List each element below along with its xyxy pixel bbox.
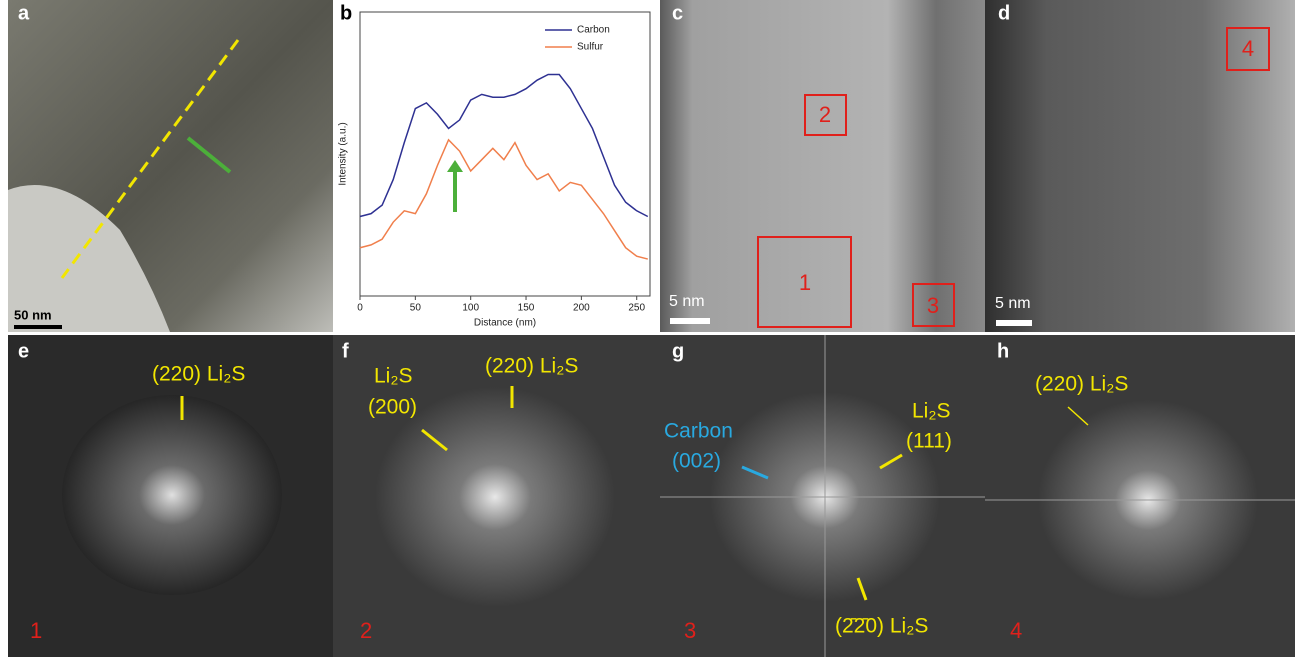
scale-label: 50 nm xyxy=(14,307,52,322)
x-tick-label: 50 xyxy=(410,303,422,314)
x-tick-label: 250 xyxy=(628,303,645,314)
scale-bar xyxy=(996,320,1032,326)
panel-label: a xyxy=(18,2,30,24)
fft-center xyxy=(62,395,282,595)
annotation: Li₂S xyxy=(912,400,951,423)
region-label: 3 xyxy=(684,618,696,643)
panel-b: b Distance (nm) Intensity (a.u.) 0 50 100 1… xyxy=(333,0,660,332)
box-label: 1 xyxy=(799,270,811,295)
y-axis-label: Intensity (a.u.) xyxy=(338,122,349,185)
fft-center xyxy=(375,387,615,607)
region-label: 2 xyxy=(360,618,372,643)
scale-label: 5 nm xyxy=(995,295,1031,312)
panel-c: c 2 1 3 5 nm xyxy=(660,0,985,332)
panel-label: c xyxy=(672,2,683,24)
background xyxy=(333,0,660,332)
panel-a: a 50 nm xyxy=(8,0,333,332)
panel-label: e xyxy=(18,340,29,362)
x-tick-label: 150 xyxy=(518,303,535,314)
scale-label: 5 nm xyxy=(669,293,705,310)
panel-d: d 4 5 nm xyxy=(985,0,1295,332)
annotation: Carbon xyxy=(664,420,733,443)
panel-h: h (220) Li₂S 4 xyxy=(985,335,1295,657)
legend-label: Sulfur xyxy=(577,42,604,53)
panel-g: g Carbon (002) Li₂S (111) (2̄2̄0) Li₂S 3 xyxy=(660,335,985,657)
region-label: 4 xyxy=(1010,618,1022,643)
legend-label: Carbon xyxy=(577,25,610,36)
scale-bar xyxy=(14,325,62,329)
annotation: (220) Li₂S xyxy=(485,355,578,378)
region-label: 1 xyxy=(30,618,42,643)
annotation: (200) xyxy=(368,396,417,419)
x-tick-label: 0 xyxy=(357,303,363,314)
panel-label: g xyxy=(672,340,684,362)
annotation: (220) Li₂S xyxy=(152,363,245,386)
panel-f: f Li₂S (200) (220) Li₂S 2 xyxy=(333,335,660,657)
annotation: (220) Li₂S xyxy=(1035,373,1128,396)
box-label: 3 xyxy=(927,293,939,318)
annotation: (002) xyxy=(672,450,721,473)
panel-label: b xyxy=(340,2,352,24)
scale-bar xyxy=(670,318,710,324)
panel-label: f xyxy=(342,340,349,362)
annotation: Li₂S xyxy=(374,365,413,388)
x-axis-label: Distance (nm) xyxy=(474,318,536,329)
x-tick-label: 100 xyxy=(462,303,479,314)
box-label: 2 xyxy=(819,102,831,127)
hrtem-image xyxy=(660,0,985,332)
figure: a 50 nm b Distance (nm) Intensity (a.u.)… xyxy=(0,0,1301,657)
annotation: (111) xyxy=(906,430,952,453)
panel-label: h xyxy=(997,340,1009,362)
annotation: (2̄2̄0) Li₂S xyxy=(835,615,928,638)
box-label: 4 xyxy=(1242,36,1254,61)
x-tick-label: 200 xyxy=(573,303,590,314)
panel-e: e (220) Li₂S 1 xyxy=(8,335,333,657)
panel-label: d xyxy=(998,2,1010,24)
